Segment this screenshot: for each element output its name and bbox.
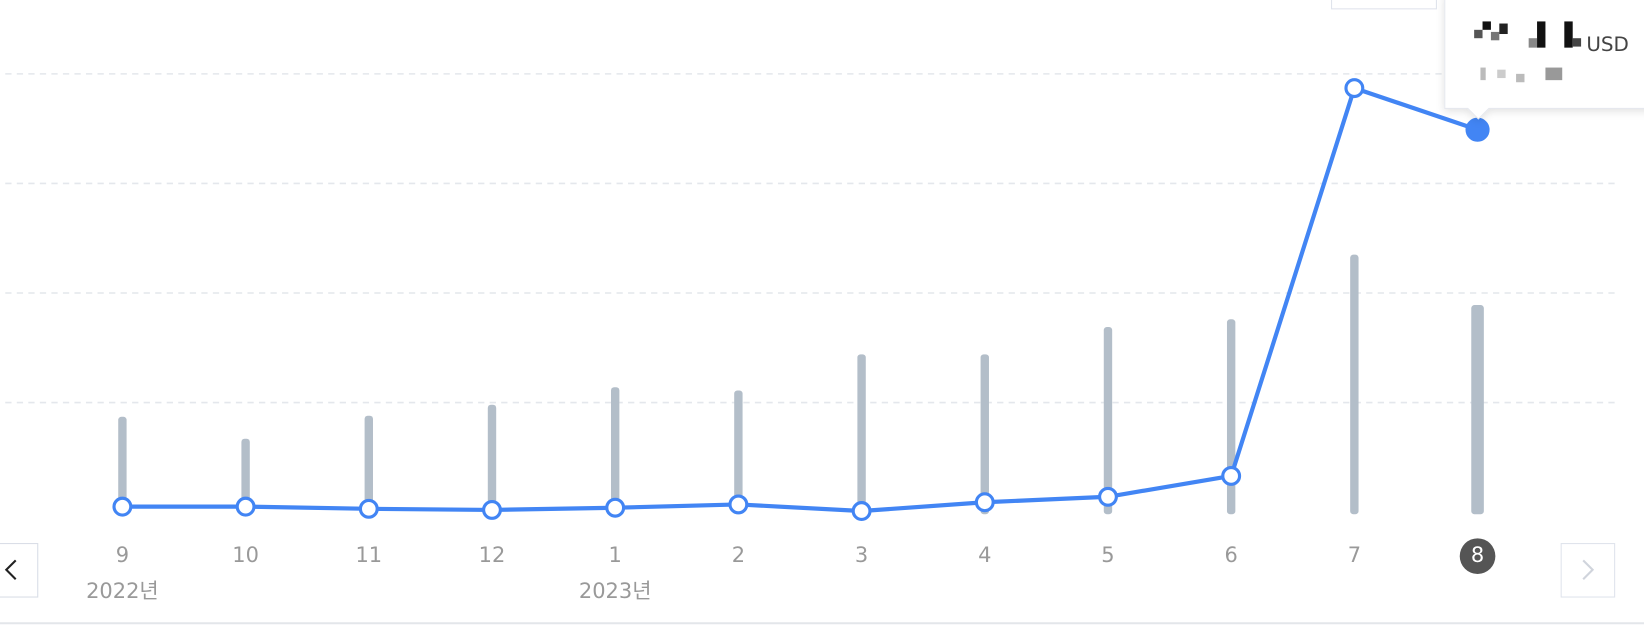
next-icon bbox=[1582, 559, 1595, 580]
x-tick-label: 10 bbox=[232, 543, 259, 567]
point bbox=[974, 492, 995, 513]
x-tick-label: 1 bbox=[609, 543, 622, 567]
next-button[interactable] bbox=[1560, 543, 1616, 598]
bar bbox=[1103, 326, 1113, 515]
year-label: 2022년 bbox=[86, 579, 159, 603]
tooltip-unit: USD bbox=[1586, 33, 1629, 56]
x-tick-label: 12 bbox=[479, 543, 506, 567]
x-tick-label: 4 bbox=[978, 543, 991, 567]
bar bbox=[241, 438, 250, 515]
toolbar-box bbox=[1331, 0, 1437, 10]
prev-icon bbox=[4, 559, 17, 580]
next-button-box[interactable] bbox=[1560, 543, 1616, 598]
point bbox=[1344, 78, 1365, 99]
tooltip-redacted-value bbox=[1474, 21, 1582, 83]
point bbox=[605, 497, 626, 518]
point bbox=[235, 496, 256, 517]
x-tick-label: 7 bbox=[1348, 543, 1361, 567]
bar bbox=[364, 415, 373, 515]
tooltip: USD bbox=[1444, 0, 1644, 120]
x-tick-label: 2 bbox=[732, 543, 745, 567]
year-label: 2023년 bbox=[579, 579, 652, 603]
x-axis: 9 2022년 10 11 12 1 2023년 2 3 4 5 6 7 8 bbox=[86, 538, 1496, 603]
point bbox=[851, 501, 872, 521]
bar bbox=[610, 387, 620, 515]
x-tick-label: 8 bbox=[1471, 543, 1484, 567]
bar bbox=[857, 354, 866, 515]
bar bbox=[734, 390, 743, 515]
point bbox=[728, 494, 749, 515]
point bbox=[482, 499, 502, 520]
bar bbox=[1471, 305, 1484, 515]
x-tick-label: 9 bbox=[116, 543, 129, 567]
point bbox=[1221, 465, 1242, 486]
x-tick-label: 11 bbox=[355, 543, 382, 567]
bar bbox=[118, 416, 127, 515]
line bbox=[122, 86, 1479, 514]
point bbox=[1465, 117, 1490, 142]
tooltip-box bbox=[1444, 0, 1644, 120]
selected-marker bbox=[1459, 538, 1496, 574]
point bbox=[358, 498, 379, 519]
bar bbox=[980, 354, 989, 515]
point bbox=[112, 496, 133, 517]
x-tick-label: 5 bbox=[1101, 543, 1114, 567]
bar bbox=[1350, 254, 1359, 515]
grid bbox=[5, 73, 1617, 404]
x-tick-label: 3 bbox=[855, 543, 868, 567]
bars bbox=[118, 254, 1484, 515]
prev-button[interactable] bbox=[0, 543, 39, 598]
point bbox=[1098, 486, 1118, 507]
line-series bbox=[112, 78, 1490, 521]
x-tick-label: 6 bbox=[1224, 543, 1237, 567]
bar bbox=[487, 404, 497, 515]
